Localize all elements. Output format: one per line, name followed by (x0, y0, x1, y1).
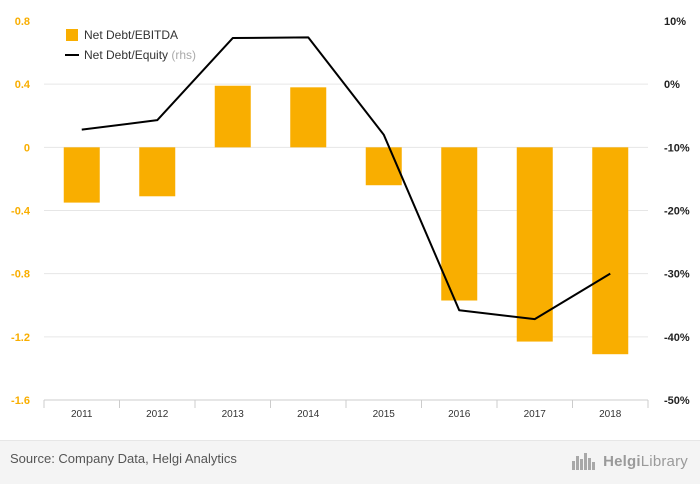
y-right-tick-label: -50% (664, 395, 690, 407)
bar (63, 147, 100, 203)
axes: 0.8 0.4 0 -0.4 -0.8 -1.2 -1.6 10% 0% -10% -20% -30%… (11, 16, 690, 420)
chart-svg: 0.8 0.4 0 -0.4 -0.8 -1.2 -1.6 10% 0% -10% -20% -30%… (11, 16, 690, 420)
brand-logo[interactable]: HelgiLibrary (571, 448, 688, 474)
bar (214, 85, 251, 148)
bar (365, 147, 402, 186)
footer: Source: Company Data, Helgi Analytics He… (0, 440, 700, 484)
source-text: Source: Company Data, Helgi Analytics (10, 451, 237, 466)
bar (139, 147, 176, 197)
y-left-tick-label: -0.4 (11, 206, 31, 218)
series-line (81, 36, 611, 321)
legend-line-label: Net Debt/Equity (rhs) (84, 48, 196, 62)
legend-bar-label: Net Debt/EBITDA (84, 28, 178, 42)
x-tick-label: 2012 (146, 409, 169, 420)
x-tick-label: 2016 (448, 409, 471, 420)
y-left-tick-label: 0 (24, 142, 30, 154)
y-right-tick-label: -30% (664, 269, 690, 281)
bar (290, 87, 327, 148)
bar (516, 147, 553, 342)
x-tick-label: 2014 (297, 409, 320, 420)
y-right-tick-label: -40% (664, 332, 690, 344)
legend-bar-swatch (66, 29, 78, 41)
x-tick-label: 2013 (222, 409, 245, 420)
legend-line-suffix: (rhs) (171, 48, 196, 62)
bar (441, 147, 478, 301)
y-right-tick-label: 0% (664, 79, 680, 91)
bar (592, 147, 629, 355)
y-right-tick-label: -20% (664, 206, 690, 218)
y-left-tick-label: -1.6 (11, 395, 30, 407)
y-left-tick-label: 0.8 (15, 16, 30, 28)
y-right-tick-label: -10% (664, 142, 690, 154)
y-right-tick-label: 10% (664, 16, 686, 28)
y-left-tick-label: -1.2 (11, 332, 30, 344)
legend[interactable]: Net Debt/EBITDA Net Debt/Equity (rhs) (65, 28, 196, 62)
chart: 0.8 0.4 0 -0.4 -0.8 -1.2 -1.6 10% 0% -10% -20% -30%… (11, 16, 690, 420)
line-series (81, 36, 611, 321)
x-tick-label: 2011 (71, 409, 93, 420)
bar-series (63, 85, 629, 355)
x-tick-label: 2017 (524, 409, 547, 420)
x-tick-label: 2015 (373, 409, 396, 420)
y-left-tick-label: 0.4 (15, 79, 31, 91)
brand-bold: Helgi (603, 452, 641, 470)
city-skyline-icon (572, 453, 596, 470)
x-tick-label: 2018 (599, 409, 622, 420)
brand-light: Library (640, 452, 688, 470)
y-left-tick-label: -0.8 (11, 269, 30, 281)
